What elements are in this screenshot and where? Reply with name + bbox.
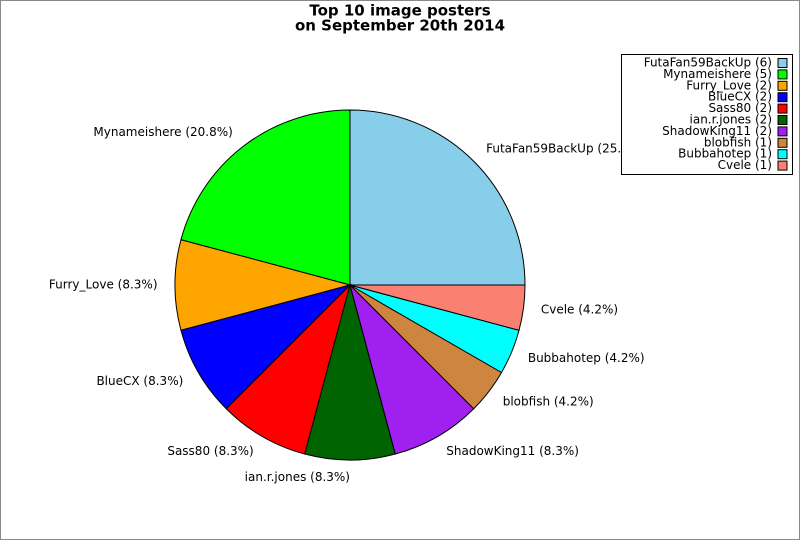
slice-label: Sass80 (8.3%) xyxy=(167,444,253,458)
pie-slice xyxy=(174,239,352,331)
slice-label: Furry_Love (8.3%) xyxy=(49,278,158,292)
legend-label: Cvele (1) xyxy=(718,158,772,172)
slice-label: BlueCX (8.3%) xyxy=(96,374,183,388)
slice-label: Mynameishere (20.8%) xyxy=(93,125,232,139)
legend-label: blobfish (1) xyxy=(704,135,772,149)
slice-label: FutaFan59BackUp (25.0%) xyxy=(486,141,645,155)
legend-swatch xyxy=(777,137,788,148)
chart-title: Top 10 image posters xyxy=(309,2,490,20)
legend-box xyxy=(621,54,793,175)
legend-swatch xyxy=(777,126,788,137)
legend-swatch xyxy=(777,69,788,80)
legend-swatch xyxy=(777,149,788,160)
slice-label: ShadowKing11 (8.3%) xyxy=(446,444,579,458)
slice-label: ian.r.jones (8.3%) xyxy=(245,470,350,484)
legend-swatch xyxy=(777,58,788,68)
legend-swatch xyxy=(777,92,788,103)
legend-label: Furry_Love (2) xyxy=(686,78,772,92)
legend-label: Bubbahotep (1) xyxy=(678,147,772,161)
pie-slice xyxy=(180,284,352,410)
pie-slice xyxy=(349,283,475,455)
legend-label: FutaFan59BackUp (6) xyxy=(644,56,772,70)
legend-label: ian.r.jones (2) xyxy=(690,113,772,127)
pie-slice xyxy=(304,283,396,461)
pie-slice xyxy=(349,284,526,331)
legend-label: ShadowKing11 (2) xyxy=(662,124,772,138)
legend-swatch xyxy=(777,160,788,171)
legend-label: Sass80 (2) xyxy=(708,101,772,115)
slice-label: Bubbahotep (4.2%) xyxy=(528,351,645,365)
legend-swatch xyxy=(777,115,788,125)
legend-label: Mynameishere (5) xyxy=(663,67,772,81)
legend-swatch xyxy=(777,80,788,91)
slice-label: Cvele (4.2%) xyxy=(541,303,618,317)
slice-label: blobfish (4.2%) xyxy=(503,395,594,409)
pie-slice xyxy=(225,283,351,455)
legend-swatch xyxy=(777,103,788,114)
pie-slice xyxy=(349,109,526,286)
legend-label: BlueCX (2) xyxy=(708,90,772,104)
chart-subtitle: on September 20th 2014 xyxy=(295,17,505,35)
pie-slice xyxy=(180,109,351,286)
